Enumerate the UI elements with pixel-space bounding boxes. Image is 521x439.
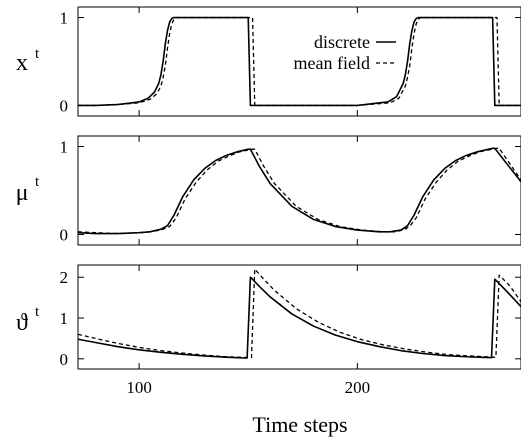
- ylabel-theta: ϑ: [16, 310, 28, 336]
- legend-label-mean-field: mean field: [294, 53, 370, 73]
- series-line-mu-mean-field: [78, 147, 521, 235]
- series-line-mu-discrete: [78, 147, 521, 235]
- legend: discrete mean field: [294, 32, 396, 73]
- panel-mu-marks: 01: [60, 136, 521, 245]
- panel-mu: μ t 01: [16, 135, 521, 246]
- panel-theta-frame: [77, 264, 521, 370]
- legend-label-discrete: discrete: [314, 32, 370, 52]
- ylabel-mu-sup: t: [35, 174, 40, 190]
- panel-x-marks: 01: [60, 7, 521, 116]
- panel-x: x t 01 discrete mean field: [16, 6, 521, 117]
- ytick-label-theta-1: 1: [60, 309, 69, 328]
- panel-theta-marks: 0 1 2 100 200: [60, 265, 521, 397]
- ytick-label-mu-1: 1: [60, 138, 69, 157]
- series-line-x-mean-field: [78, 16, 521, 107]
- ytick-label-theta-0: 0: [60, 350, 69, 369]
- xtick-label-200: 200: [345, 378, 371, 397]
- series-line-theta-discrete: [78, 276, 521, 359]
- series-line-theta-mean-field: [78, 268, 521, 359]
- ylabel-x-sup: t: [35, 46, 40, 62]
- ytick-label-x-1: 1: [60, 9, 69, 28]
- ylabel-theta-sup: t: [35, 304, 40, 320]
- panel-x-frame: [77, 6, 521, 117]
- ytick-label-mu-0: 0: [60, 225, 69, 244]
- ytick-label-x-0: 0: [60, 96, 69, 115]
- xlabel: Time steps: [252, 412, 347, 437]
- ylabel-mu: μ: [16, 180, 29, 206]
- ylabel-x: x: [16, 50, 28, 76]
- panel-mu-frame: [77, 135, 521, 246]
- xtick-label-100: 100: [126, 378, 152, 397]
- panel-theta: ϑ t 0 1 2 100 200: [16, 264, 521, 397]
- ytick-label-theta-2: 2: [60, 268, 69, 287]
- series-line-x-discrete: [78, 16, 521, 107]
